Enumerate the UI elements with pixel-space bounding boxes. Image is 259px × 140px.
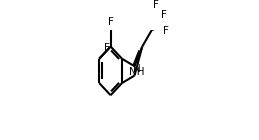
Text: NH: NH bbox=[129, 67, 145, 77]
Text: N: N bbox=[133, 64, 141, 74]
Text: F: F bbox=[104, 43, 110, 53]
Text: F: F bbox=[161, 10, 167, 20]
Text: F: F bbox=[108, 17, 113, 26]
Text: F: F bbox=[163, 26, 169, 36]
Text: F: F bbox=[153, 0, 159, 10]
